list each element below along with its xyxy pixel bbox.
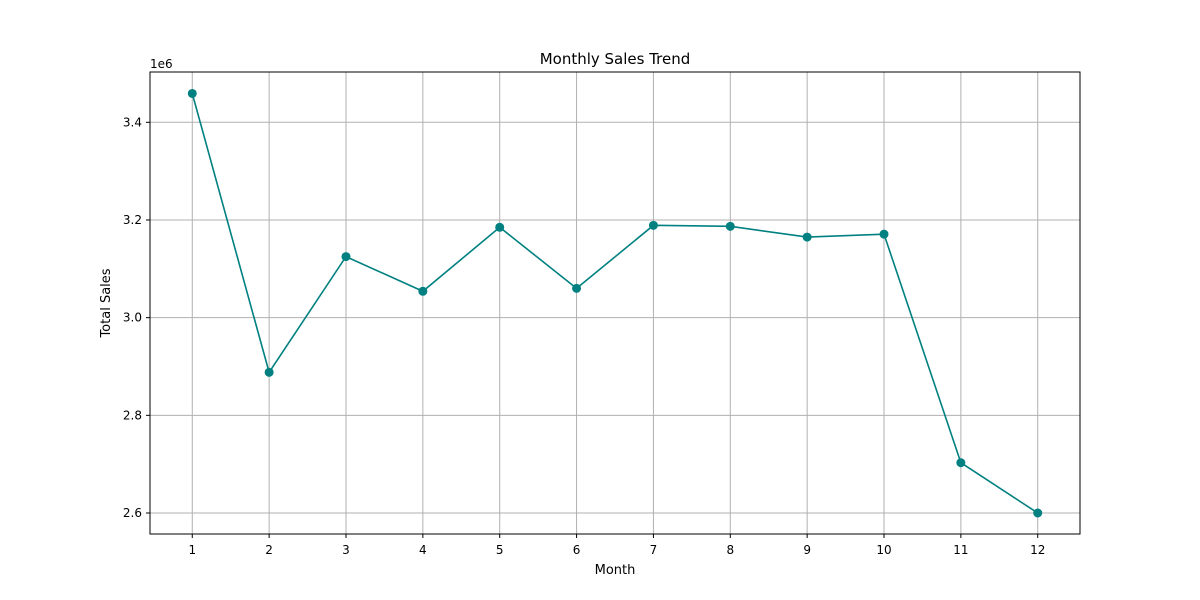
x-tick-label: 3 [342,543,350,557]
y-axis-ticks: 2.6 2.8 3.0 3.2 3.4 [123,115,150,520]
x-tick-label: 12 [1030,543,1045,557]
x-tick-label: 1 [188,543,196,557]
x-tick-label: 10 [876,543,891,557]
grid [150,72,1080,534]
x-axis-label: Month [595,563,636,578]
axes-frame [149,71,1081,535]
data-point [418,286,428,296]
y-tick-label: 3.2 [123,213,142,227]
chart-title: Monthly Sales Trend [540,50,691,68]
x-tick-label: 9 [803,543,811,557]
y-tick-label: 3.0 [123,311,142,325]
data-point [187,88,197,98]
x-tick-label: 6 [573,543,581,557]
data-point [572,283,582,293]
data-point [495,222,505,232]
y-tick-label: 3.4 [123,115,142,129]
data-point [725,221,735,231]
data-point [264,367,274,377]
data-point [1033,508,1043,518]
y-tick-label: 2.8 [123,408,142,422]
data-point [341,252,351,262]
y-axis-offset-label: 1e6 [150,57,173,71]
series-line [191,93,1039,514]
x-tick-label: 11 [953,543,968,557]
data-point [879,229,889,239]
data-point [956,458,966,468]
series-layer [187,88,1043,518]
y-tick-label: 2.6 [123,506,142,520]
data-point [648,220,658,230]
x-tick-label: 8 [726,543,734,557]
y-axis-label: Total Sales [99,268,114,338]
x-tick-label: 7 [650,543,658,557]
x-tick-label: 5 [496,543,504,557]
data-point [802,232,812,242]
x-tick-label: 2 [265,543,273,557]
x-tick-label: 4 [419,543,427,557]
x-axis-ticks: 1 2 3 4 5 6 7 8 9 10 11 12 [188,534,1045,557]
